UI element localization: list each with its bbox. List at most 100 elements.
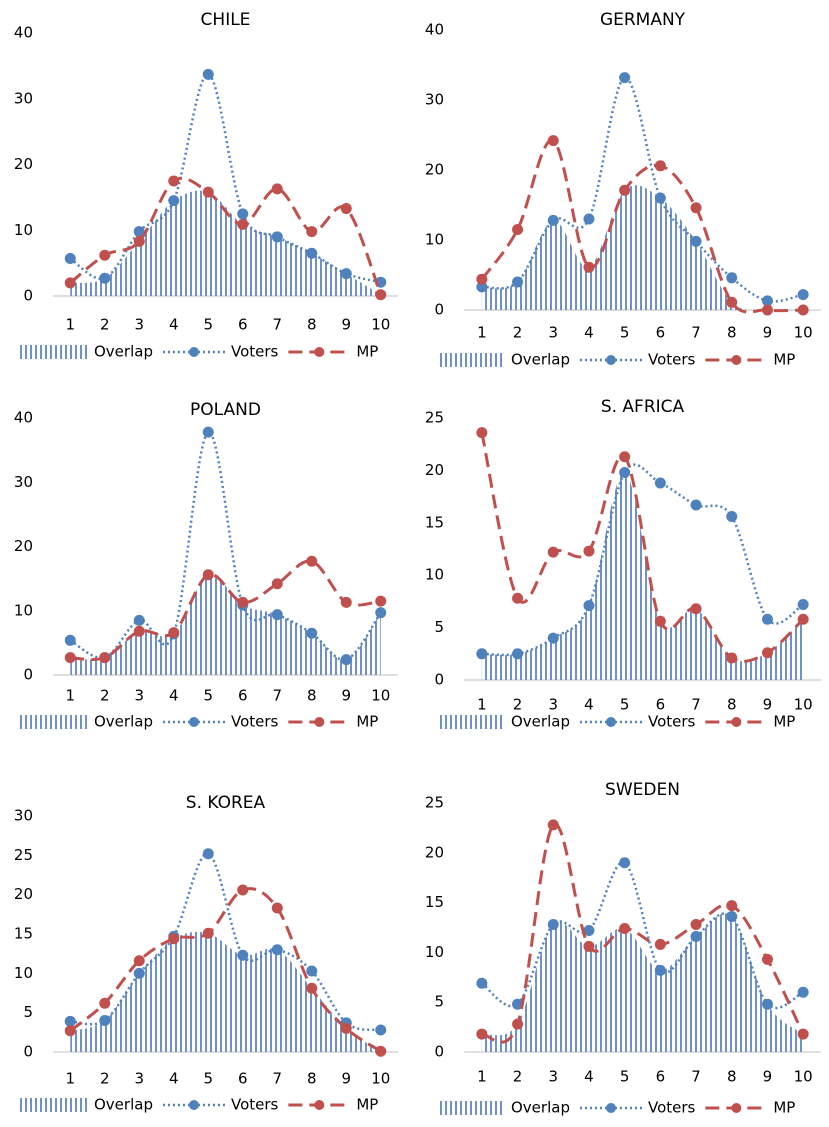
point [547, 546, 559, 558]
x-tick-label: 6 [238, 316, 248, 334]
y-tick-label: 20 [425, 161, 444, 179]
point [583, 261, 595, 273]
x-tick-label: 6 [656, 696, 666, 714]
y-tick-label: 25 [14, 846, 33, 864]
chart-title: S. AFRICA [601, 397, 685, 417]
x-tick-label: 1 [477, 1068, 487, 1086]
x-tick-label: 3 [134, 316, 144, 334]
legend-label: Overlap [511, 351, 570, 369]
x-tick-label: 2 [513, 324, 523, 342]
point [476, 648, 488, 660]
y-tick-label: 20 [14, 885, 33, 903]
chart: S. AFRICA 0 5 10 15 20 25 1 2 3 4 5 6 7 8 9 10 Overlap Vot… [425, 397, 821, 731]
y-tick-label: 25 [425, 794, 444, 812]
x-tick-label: 2 [513, 696, 523, 714]
x-tick-label: 6 [656, 324, 666, 342]
point [512, 592, 524, 604]
point [476, 281, 488, 293]
y-tick-label: 40 [14, 24, 33, 42]
x-tick-label: 9 [763, 1068, 773, 1086]
point [690, 202, 702, 214]
x-tick-label: 6 [656, 1068, 666, 1086]
legend-marker [605, 355, 616, 365]
point [619, 466, 631, 478]
legend-marker [731, 355, 742, 365]
legend-label: Voters [231, 1096, 279, 1114]
overlap-area [481, 913, 804, 1052]
x-tick-label: 2 [100, 316, 110, 334]
point [271, 944, 283, 956]
series-line [69, 887, 382, 1053]
y-tick-label: 0 [434, 301, 444, 319]
chart-title: CHILE [201, 10, 251, 30]
legend-swatch [20, 1098, 88, 1112]
point [271, 183, 283, 195]
legend-label: MP [773, 713, 795, 731]
x-tick-label: 6 [238, 1070, 248, 1088]
x-tick-label: 9 [763, 324, 773, 342]
point [476, 977, 488, 989]
point [512, 998, 524, 1010]
point [168, 175, 180, 187]
legend-label: MP [773, 1099, 795, 1117]
series-line [69, 176, 383, 296]
point [654, 964, 666, 976]
point [761, 953, 773, 965]
legend-label: Voters [231, 343, 279, 361]
point [690, 930, 702, 942]
point [690, 499, 702, 511]
x-tick-label: 4 [169, 316, 179, 334]
x-tick-label: 8 [727, 696, 737, 714]
point [306, 555, 318, 567]
point [619, 72, 631, 84]
y-tick-label: 15 [14, 925, 33, 943]
overlap-area [481, 185, 804, 311]
x-tick-label: 7 [272, 1070, 282, 1088]
legend-swatch [20, 715, 88, 729]
point [797, 304, 809, 316]
y-tick-label: 20 [14, 155, 33, 173]
chart: GERMANY 0 10 20 30 40 1 2 3 4 5 6 7 8 9 10 Overlap Voters… [425, 10, 821, 369]
point [340, 654, 352, 666]
chart-title: S. KOREA [186, 793, 266, 813]
y-tick-label: 10 [14, 221, 33, 239]
point [99, 272, 111, 284]
legend-swatch [20, 345, 88, 359]
x-tick-label: 2 [100, 687, 110, 705]
legend-label: MP [356, 343, 378, 361]
x-tick-label: 9 [763, 696, 773, 714]
y-tick-label: 25 [425, 409, 444, 427]
point [654, 477, 666, 489]
point [133, 967, 145, 979]
x-tick-label: 10 [794, 696, 813, 714]
point [761, 304, 773, 316]
series-line [481, 463, 804, 657]
y-tick-label: 30 [425, 91, 444, 109]
x-tick-label: 7 [691, 696, 701, 714]
legend-label: Overlap [94, 1096, 153, 1114]
point [761, 647, 773, 659]
legend-swatch [437, 353, 505, 367]
x-tick-label: 7 [691, 1068, 701, 1086]
y-tick-label: 0 [434, 671, 444, 689]
point [476, 427, 488, 439]
legend-swatch [437, 715, 505, 729]
point [690, 919, 702, 931]
point [547, 632, 559, 644]
x-tick-label: 3 [134, 1070, 144, 1088]
point [64, 1015, 76, 1027]
x-tick-label: 3 [548, 696, 558, 714]
legend-marker [188, 347, 199, 357]
x-tick-label: 8 [727, 1068, 737, 1086]
point [202, 927, 214, 939]
point [797, 1028, 809, 1040]
point [547, 819, 559, 831]
point [375, 289, 387, 301]
legend-label: Overlap [94, 713, 153, 731]
point [726, 652, 738, 664]
x-tick-label: 8 [307, 687, 317, 705]
y-tick-label: 20 [425, 843, 444, 861]
x-tick-label: 10 [371, 687, 390, 705]
x-tick-label: 2 [100, 1070, 110, 1088]
